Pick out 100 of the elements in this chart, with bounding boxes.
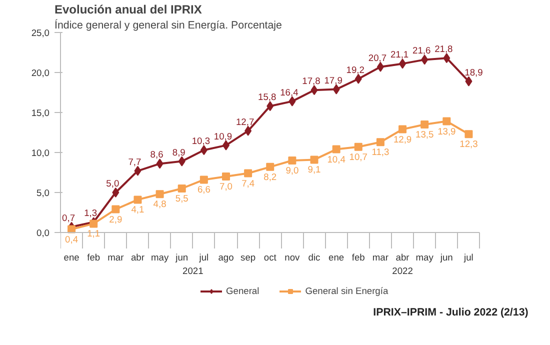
text: IPRIX–IPRIM - Julio 2022 (2/13) (373, 306, 529, 318)
y-tick-label: 0,0 (36, 228, 50, 238)
data-label: 17,8 (302, 76, 320, 86)
point (376, 138, 384, 146)
data-label: 1,1 (87, 228, 100, 239)
y-tick-label: 15,0 (31, 108, 50, 118)
x-tick-label: mar (372, 252, 388, 262)
point (354, 142, 362, 151)
data-label: 6,6 (197, 184, 210, 195)
data-label: 5,5 (175, 194, 188, 204)
point (200, 176, 208, 184)
point (376, 62, 384, 72)
chart-subtitle: Índice general y general sin Energía. Porcentaje (54, 18, 282, 32)
x-tick-label: ene (64, 252, 80, 262)
point (442, 117, 451, 126)
x-tick-label: mar (108, 252, 124, 262)
data-label: 9,1 (308, 164, 321, 175)
chart-title: Evolución anual del IPRIX (54, 2, 202, 16)
point (354, 74, 362, 84)
data-label: 13,9 (438, 126, 456, 136)
point (421, 54, 428, 65)
point (178, 184, 186, 192)
x-tick-label: jun (439, 252, 453, 262)
point (266, 101, 274, 112)
data-label: 12,7 (236, 116, 254, 127)
point (399, 58, 406, 69)
data-label: 8,2 (264, 172, 277, 182)
data-label: 4,8 (153, 199, 166, 210)
point (244, 169, 252, 178)
data-label: 10,4 (327, 154, 346, 164)
data-label: 8,6 (150, 150, 164, 160)
y-tick-label: 20,0 (31, 68, 50, 78)
point (178, 156, 186, 166)
point (222, 172, 230, 180)
data-label: 9,0 (286, 166, 299, 176)
data-label: 1,3 (84, 208, 98, 218)
point (420, 120, 429, 128)
text: 2022 (392, 266, 413, 276)
data-label: 19,2 (346, 64, 364, 75)
point (310, 85, 318, 96)
text: 2021 (182, 266, 204, 276)
data-label: 2,9 (109, 214, 122, 224)
data-label: 13,5 (416, 130, 434, 140)
data-label: 0,4 (65, 234, 78, 244)
data-label: 7,0 (220, 182, 232, 192)
point (332, 84, 340, 94)
data-label: 12,9 (393, 134, 412, 144)
point (310, 156, 318, 164)
x-tick-label: ene (328, 252, 344, 262)
point (244, 126, 252, 136)
y-tick-label: 25,0 (31, 28, 50, 38)
point (112, 188, 120, 198)
data-label: 10,9 (214, 131, 232, 142)
legend-label: General (226, 286, 260, 296)
point (398, 125, 407, 134)
point (266, 162, 274, 171)
data-label: 21,1 (390, 50, 409, 60)
x-tick-label: sep (240, 252, 256, 262)
point (90, 220, 98, 228)
x-tick-label: oct (264, 252, 277, 262)
data-label: 15,8 (258, 92, 276, 102)
x-tick-label: jun (174, 252, 188, 262)
x-tick-label: abr (396, 252, 410, 262)
data-label: 18,9 (464, 67, 483, 78)
x-tick-label: dic (308, 252, 321, 262)
point (222, 140, 230, 150)
legend-label: General sin Energía (305, 286, 388, 296)
x-tick-label: feb (352, 252, 365, 262)
x-tick-label: ago (218, 252, 234, 262)
data-label: 10,7 (349, 152, 368, 162)
y-tick-label: 5,0 (36, 188, 50, 198)
y-tick-label: 10,0 (31, 148, 50, 158)
point (288, 156, 296, 164)
point (200, 145, 208, 156)
point (134, 196, 142, 204)
x-tick-label: abr (130, 252, 144, 262)
data-label: 7,4 (242, 178, 255, 188)
data-label: 21,6 (412, 46, 431, 56)
point (332, 145, 340, 154)
x-tick-label: may (150, 252, 169, 262)
data-label: 12,3 (460, 139, 478, 150)
data-label: 17,9 (324, 75, 342, 86)
x-tick-label: jul (198, 252, 209, 262)
data-label: 10,3 (192, 136, 210, 146)
x-tick-label: nov (284, 252, 300, 262)
data-label: 20,7 (368, 52, 387, 63)
point (156, 190, 164, 198)
point (465, 76, 472, 86)
x-tick-label: may (416, 252, 434, 262)
point (156, 158, 164, 169)
data-label: 5,0 (106, 178, 120, 188)
data-label: 0,7 (62, 212, 76, 223)
data-label: 21,8 (434, 44, 453, 54)
point (134, 166, 142, 176)
data-label: 7,7 (128, 156, 142, 167)
point (288, 96, 296, 106)
data-label: 16,4 (280, 87, 298, 98)
data-label: 11,3 (372, 147, 390, 158)
point (464, 130, 473, 138)
point (112, 205, 120, 214)
